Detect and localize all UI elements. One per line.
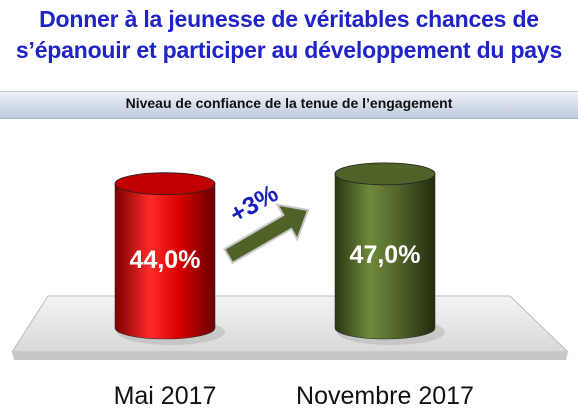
bar-top — [334, 162, 436, 186]
category-label: Novembre 2017 — [296, 382, 474, 410]
chart-floor — [11, 295, 570, 353]
bar-top — [114, 172, 216, 196]
chart-floor-edge — [12, 352, 568, 360]
arrow-shape — [223, 203, 310, 265]
page-title: Donner à la jeunesse de véritables chanc… — [0, 4, 578, 66]
category-label: Mai 2017 — [114, 382, 217, 410]
bar-body — [334, 173, 436, 340]
bar-value-label: 44,0% — [130, 246, 201, 274]
bar-value-label: 47,0% — [350, 241, 421, 269]
chart-subtitle: Niveau de confiance de la tenue de l’eng… — [125, 95, 453, 111]
increase-arrow — [223, 203, 310, 265]
bar-body — [114, 183, 216, 340]
title-line-2: s’épanouir et participer au développemen… — [15, 37, 563, 63]
subtitle-band — [0, 91, 578, 119]
title-line-1: Donner à la jeunesse de véritables chanc… — [39, 6, 539, 32]
bar-mai-2017 — [114, 172, 225, 345]
bar-novembre-2017 — [334, 162, 445, 345]
